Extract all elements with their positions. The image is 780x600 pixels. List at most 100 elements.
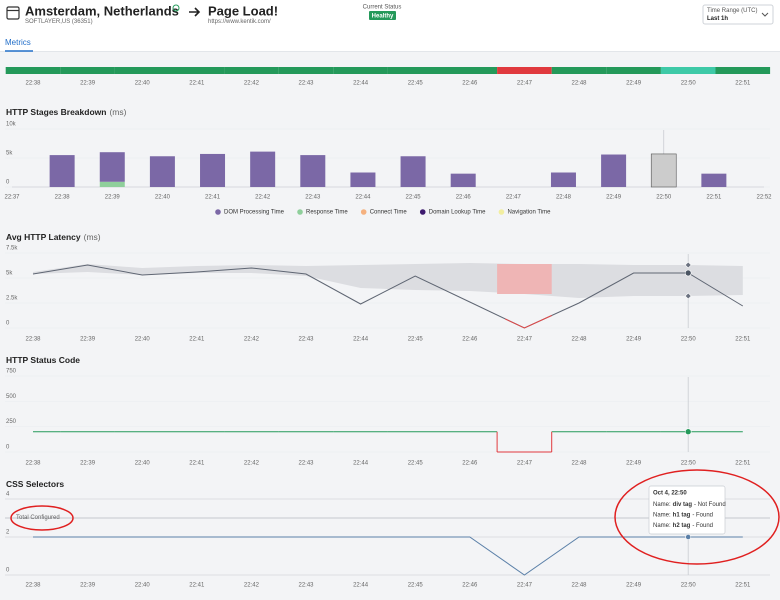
tooltip-row-label: Name: [653, 523, 671, 529]
x-tick-label: 22:44 [355, 195, 371, 201]
chart-unit: (ms) [109, 107, 126, 117]
y-tick-label: 4 [6, 492, 10, 498]
y-tick-label: 10k [6, 122, 17, 128]
band-marker [684, 261, 692, 269]
x-tick-label: 22:46 [462, 461, 478, 467]
charts: 22:38 22:39 22:40 22:41 22:42 22:43 22:44 22:45… [4, 67, 772, 589]
x-tick-label: 22:40 [135, 337, 151, 343]
hover-point [684, 428, 692, 436]
status-segment [606, 67, 661, 74]
x-tick-label: 22:40 [135, 583, 151, 589]
x-tick-label: 22:42 [244, 461, 260, 467]
band-marker [684, 292, 692, 300]
bar-segment [300, 155, 326, 187]
browser-icon [6, 6, 20, 20]
y-tick-label: 0 [6, 568, 10, 574]
y-tick-label: 5k [6, 151, 13, 157]
x-tick-label: 22:44 [353, 461, 369, 467]
status-segment [114, 67, 170, 74]
x-tick-label: 22:43 [298, 461, 314, 467]
status-segment [715, 67, 771, 74]
x-tick-label: 22:43 [298, 583, 314, 589]
bar-segment [149, 156, 175, 187]
tooltip-row-result: - Found [692, 512, 713, 518]
tooltip-row-label: Name: [653, 512, 671, 518]
x-tick-label: 22:40 [135, 461, 151, 467]
x-tick-label: 22:39 [80, 337, 96, 343]
chart-title: Avg HTTP Latency (ms) [6, 232, 101, 242]
x-tick-label: 22:42 [244, 337, 260, 343]
bar-segment [601, 154, 627, 187]
x-tick-label: 22:51 [735, 583, 751, 589]
x-tick-label: 22:38 [25, 583, 41, 589]
status-segment [660, 67, 716, 74]
x-tick-label: 22:43 [305, 195, 321, 201]
status-segment [224, 67, 279, 74]
x-tick-label: 22:50 [681, 81, 697, 87]
y-tick-label: 5k [6, 271, 13, 277]
target-title: Page Load! [208, 3, 278, 18]
x-tick-label: 22:48 [571, 337, 587, 343]
x-tick-label: 22:41 [189, 583, 205, 589]
chart-title: HTTP Stages Breakdown (ms) [6, 107, 127, 117]
status-value: Healthy [372, 13, 394, 19]
y-tick-label: 2 [6, 530, 10, 536]
x-tick-label: 22:48 [556, 195, 572, 201]
time-range-label: Time Range (UTC) [707, 8, 757, 14]
page-subtitle: SOFTLAYER,US (36351) [25, 19, 93, 25]
hover-point [685, 534, 692, 540]
x-tick-label: 22:49 [626, 583, 642, 589]
y-tick-label: 500 [6, 394, 17, 400]
reference-label: Total Configured [16, 515, 60, 521]
verified-icon [172, 4, 180, 12]
status-badge [369, 11, 396, 20]
alert-line [504, 315, 552, 329]
tooltip-row-selector: div tag [673, 502, 693, 508]
y-tick-label: 7.5k [6, 246, 18, 252]
time-range-select[interactable] [702, 4, 774, 25]
y-tick-label: 250 [6, 419, 17, 425]
annotation-ellipse [614, 469, 780, 565]
legend-label: Navigation Time [507, 210, 551, 216]
x-tick-label: 22:42 [244, 583, 260, 589]
status-segment [333, 67, 388, 74]
x-tick-label: 22:46 [462, 337, 478, 343]
x-tick-label: 22:47 [506, 195, 522, 201]
x-tick-label: 22:45 [408, 583, 424, 589]
x-tick-label: 22:52 [756, 195, 772, 201]
legend-swatch [419, 209, 426, 215]
status-segment [442, 67, 498, 74]
dropdown-caret [761, 12, 769, 17]
x-tick-label: 22:40 [135, 81, 151, 87]
x-tick-label: 22:49 [606, 195, 622, 201]
x-tick-label: 22:46 [462, 583, 478, 589]
x-tick-label: 22:38 [25, 337, 41, 343]
x-tick-label: 22:47 [517, 337, 533, 343]
status-segment [497, 67, 552, 74]
y-tick-label: 2.5k [6, 296, 18, 302]
x-tick-label: 22:49 [626, 461, 642, 467]
status-label: Current Status [363, 5, 402, 11]
bar-segment [701, 173, 727, 187]
hover-point [684, 269, 692, 277]
status-segment [387, 67, 443, 74]
bar-segment [550, 172, 576, 187]
header: Amsterdam, Netherlands SOFTLAYER,US (363… [6, 3, 774, 25]
x-tick-label: 22:39 [80, 583, 96, 589]
status-segment [60, 67, 115, 74]
status-segment [169, 67, 225, 74]
tab-metrics[interactable]: Metrics [5, 38, 31, 47]
page-title: Amsterdam, Netherlands [25, 3, 179, 18]
chart-title: CSS Selectors [6, 479, 64, 489]
y-tick-label: 0 [6, 180, 10, 186]
y-tick-label: 0 [6, 321, 10, 327]
y-tick-label: 750 [6, 369, 17, 375]
chart-title-text: Avg HTTP Latency [6, 232, 81, 242]
x-tick-label: 22:41 [205, 195, 221, 201]
x-tick-label: 22:51 [735, 81, 751, 87]
tooltip-row-result: - Not Found [694, 502, 726, 508]
x-tick-label: 22:42 [244, 81, 260, 87]
x-tick-label: 22:43 [298, 81, 314, 87]
x-tick-label: 22:38 [55, 195, 71, 201]
legend-swatch [215, 209, 221, 215]
